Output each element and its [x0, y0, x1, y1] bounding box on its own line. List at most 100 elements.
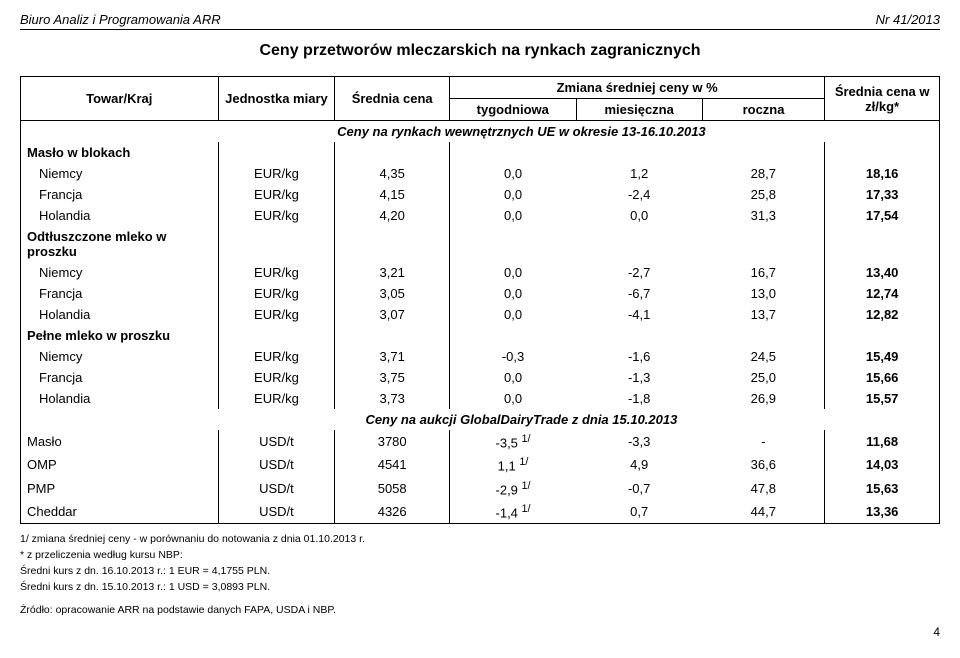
cell-towar: OMP [21, 453, 219, 476]
cell-cena: 15,57 [825, 388, 940, 409]
cell-rocz: - [702, 430, 825, 453]
col-zmiana-group: Zmiana średniej ceny w % [450, 77, 825, 99]
cell-rocz: 47,8 [702, 477, 825, 500]
cell-rocz: 13,7 [702, 304, 825, 325]
footnotes: 1/ zmiana średniej ceny - w porównaniu d… [20, 532, 940, 619]
cell-towar: Masło [21, 430, 219, 453]
cell-mies: -2,4 [576, 184, 702, 205]
page-number: 4 [20, 625, 940, 639]
table-row: Masło USD/t 3780 -3,5 1/ -3,3 - 11,68 [21, 430, 940, 453]
group-label: Odtłuszczone mleko w proszku [21, 226, 219, 262]
footnote-line: Źródło: opracowanie ARR na podstawie dan… [20, 603, 940, 619]
table-row: Holandia EUR/kg 4,20 0,0 0,0 31,3 17,54 [21, 205, 940, 226]
cell-tyg: 0,0 [450, 163, 577, 184]
cell-cena: 15,49 [825, 346, 940, 367]
table-row: Holandia EUR/kg 3,73 0,0 -1,8 26,9 15,57 [21, 388, 940, 409]
table-row: OMP USD/t 4541 1,1 1/ 4,9 36,6 14,03 [21, 453, 940, 476]
cell-avg: 3,73 [335, 388, 450, 409]
cell-kraj: Holandia [21, 304, 219, 325]
cell-jedn: EUR/kg [218, 283, 335, 304]
table-row: Francja EUR/kg 3,05 0,0 -6,7 13,0 12,74 [21, 283, 940, 304]
table-row: Niemcy EUR/kg 4,35 0,0 1,2 28,7 18,16 [21, 163, 940, 184]
cell-cena: 14,03 [825, 453, 940, 476]
cell-jedn: EUR/kg [218, 346, 335, 367]
col-towar: Towar/Kraj [21, 77, 219, 121]
cell-kraj: Holandia [21, 205, 219, 226]
table-row: PMP USD/t 5058 -2,9 1/ -0,7 47,8 15,63 [21, 477, 940, 500]
header-left: Biuro Analiz i Programowania ARR [20, 12, 221, 27]
footnote-line: * z przeliczenia według kursu NBP: [20, 548, 940, 564]
cell-tyg: 0,0 [450, 262, 577, 283]
cell-mies: -4,1 [576, 304, 702, 325]
cell-avg: 4,15 [335, 184, 450, 205]
cell-tyg: 1,1 1/ [450, 453, 577, 476]
page-header: Biuro Analiz i Programowania ARR Nr 41/2… [20, 12, 940, 30]
cell-cena: 13,36 [825, 500, 940, 524]
cell-mies: -1,3 [576, 367, 702, 388]
cell-cena: 13,40 [825, 262, 940, 283]
footnote-line: Średni kurs z dn. 16.10.2013 r.: 1 EUR =… [20, 564, 940, 580]
cell-mies: -6,7 [576, 283, 702, 304]
cell-avg: 3,07 [335, 304, 450, 325]
col-roczna: roczna [702, 99, 825, 121]
cell-avg: 3,75 [335, 367, 450, 388]
cell-rocz: 26,9 [702, 388, 825, 409]
cell-kraj: Holandia [21, 388, 219, 409]
cell-jedn: EUR/kg [218, 304, 335, 325]
cell-kraj: Niemcy [21, 262, 219, 283]
page-title: Ceny przetworów mleczarskich na rynkach … [20, 42, 940, 60]
data-table: Towar/Kraj Jednostka miary Średnia cena … [20, 76, 940, 524]
cell-cena: 17,54 [825, 205, 940, 226]
cell-cena: 12,74 [825, 283, 940, 304]
cell-jedn: EUR/kg [218, 205, 335, 226]
section2-title: Ceny na aukcji GlobalDairyTrade z dnia 1… [218, 409, 825, 430]
cell-jedn: EUR/kg [218, 184, 335, 205]
cell-kraj: Niemcy [21, 163, 219, 184]
col-jednostka: Jednostka miary [218, 77, 335, 121]
cell-rocz: 28,7 [702, 163, 825, 184]
cell-cena: 11,68 [825, 430, 940, 453]
cell-towar: PMP [21, 477, 219, 500]
cell-avg: 5058 [335, 477, 450, 500]
cell-cena: 17,33 [825, 184, 940, 205]
cell-jedn: USD/t [218, 477, 335, 500]
cell-jedn: EUR/kg [218, 388, 335, 409]
col-srednia-zl: Średnia cena w zł/kg* [825, 77, 940, 121]
cell-mies: 4,9 [576, 453, 702, 476]
cell-tyg: 0,0 [450, 304, 577, 325]
cell-rocz: 36,6 [702, 453, 825, 476]
cell-rocz: 25,8 [702, 184, 825, 205]
cell-avg: 4541 [335, 453, 450, 476]
table-row: Holandia EUR/kg 3,07 0,0 -4,1 13,7 12,82 [21, 304, 940, 325]
cell-mies: -0,7 [576, 477, 702, 500]
cell-mies: -3,3 [576, 430, 702, 453]
footnote-line: Średni kurs z dn. 15.10.2013 r.: 1 USD =… [20, 580, 940, 596]
cell-cena: 18,16 [825, 163, 940, 184]
cell-towar: Cheddar [21, 500, 219, 524]
cell-jedn: USD/t [218, 453, 335, 476]
cell-rocz: 31,3 [702, 205, 825, 226]
cell-mies: -1,6 [576, 346, 702, 367]
cell-avg: 4,20 [335, 205, 450, 226]
col-miesieczna: miesięczna [576, 99, 702, 121]
cell-cena: 12,82 [825, 304, 940, 325]
cell-rocz: 25,0 [702, 367, 825, 388]
cell-jedn: EUR/kg [218, 262, 335, 283]
cell-tyg: 0,0 [450, 367, 577, 388]
col-tygodniowa: tygodniowa [450, 99, 577, 121]
empty [825, 121, 940, 143]
cell-jedn: USD/t [218, 430, 335, 453]
cell-tyg: 0,0 [450, 283, 577, 304]
cell-jedn: USD/t [218, 500, 335, 524]
table-row: Francja EUR/kg 3,75 0,0 -1,3 25,0 15,66 [21, 367, 940, 388]
cell-rocz: 16,7 [702, 262, 825, 283]
cell-kraj: Francja [21, 283, 219, 304]
cell-mies: 1,2 [576, 163, 702, 184]
empty [21, 121, 219, 143]
table-row: Francja EUR/kg 4,15 0,0 -2,4 25,8 17,33 [21, 184, 940, 205]
cell-rocz: 44,7 [702, 500, 825, 524]
cell-avg: 3,21 [335, 262, 450, 283]
cell-avg: 4326 [335, 500, 450, 524]
cell-tyg: 0,0 [450, 184, 577, 205]
cell-kraj: Niemcy [21, 346, 219, 367]
